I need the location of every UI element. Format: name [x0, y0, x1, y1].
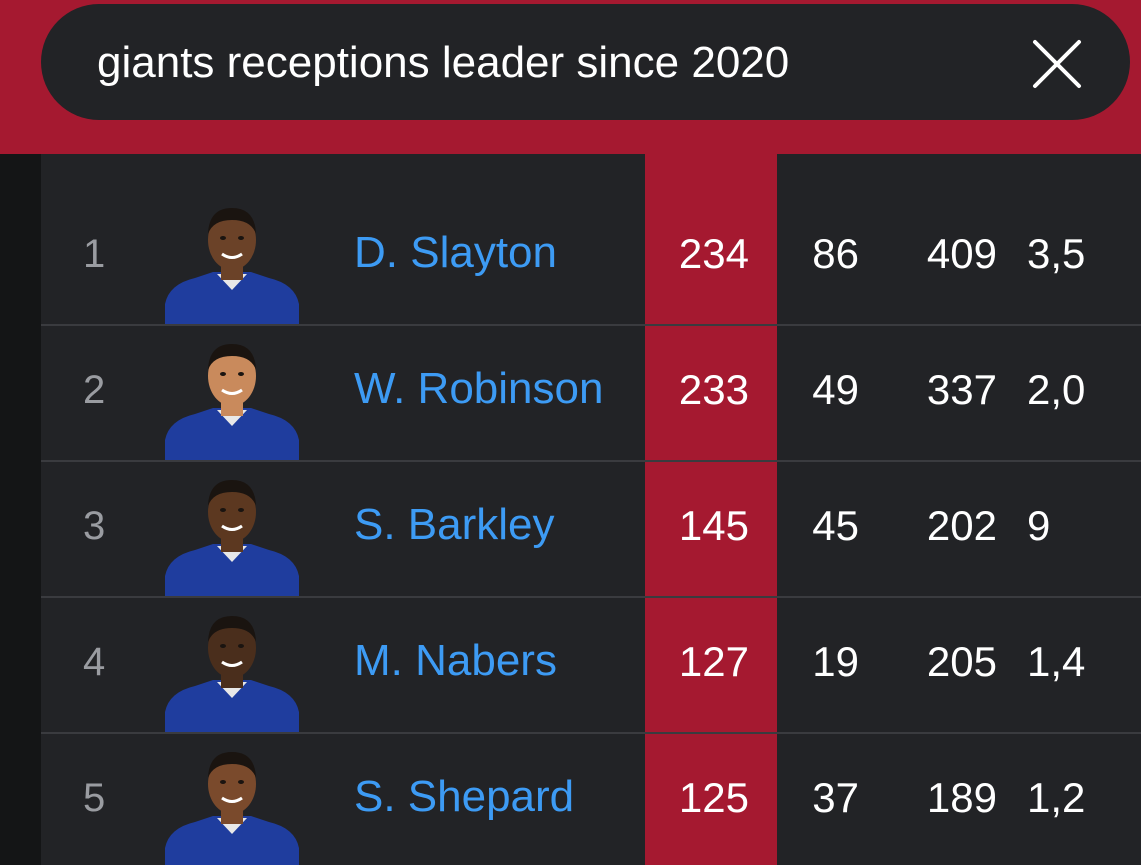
player-avatar[interactable] [165, 748, 299, 865]
rec-value: 145 [678, 502, 749, 549]
tar-value: 189 [926, 774, 997, 821]
rec-value: 127 [678, 638, 749, 685]
rec-value: 234 [678, 230, 749, 277]
player-avatar[interactable] [165, 340, 299, 462]
rank: 4 [83, 640, 106, 684]
player-avatar[interactable] [165, 476, 299, 598]
rec-value: 125 [678, 774, 749, 821]
table-row[interactable]: 2 W. Robinson 233 49 337 2,0 [41, 326, 1141, 462]
rank: 3 [83, 504, 106, 548]
table-row[interactable]: 1 D. Slayton 234 86 409 3,5 [41, 190, 1141, 326]
yds-value: 1,2 [1027, 774, 1086, 821]
player-name-link[interactable]: W. Robinson [354, 364, 604, 413]
gp-value: 49 [812, 366, 859, 413]
player-name-link[interactable]: D. Slayton [354, 228, 557, 277]
row-divider [41, 460, 1141, 462]
search-input[interactable]: giants receptions leader since 2020 [97, 38, 790, 87]
table-row[interactable]: 3 S. Barkley 145 45 202 9 [41, 462, 1141, 598]
search-bar[interactable]: giants receptions leader since 2020 [41, 4, 1130, 120]
yds-value: 2,0 [1027, 366, 1086, 413]
tar-value: 202 [926, 502, 997, 549]
player-name-link[interactable]: M. Nabers [354, 636, 557, 685]
player-name-link[interactable]: S. Shepard [354, 772, 575, 821]
tar-value: 337 [926, 366, 997, 413]
search-header: giants receptions leader since 2020 [0, 0, 1141, 154]
close-icon[interactable] [1031, 38, 1083, 90]
row-divider [41, 324, 1141, 326]
rec-value: 233 [678, 366, 749, 413]
yds-value: 9 [1027, 502, 1051, 549]
gp-value: 86 [812, 230, 859, 277]
tar-value: 409 [926, 230, 997, 277]
row-divider [41, 596, 1141, 598]
rank: 1 [83, 232, 106, 276]
yds-value: 3,5 [1027, 230, 1086, 277]
rank: 2 [83, 368, 106, 412]
table-row[interactable]: 5 S. Shepard 125 37 189 1,2 [41, 734, 1141, 865]
row-divider [41, 732, 1141, 734]
tar-value: 205 [926, 638, 997, 685]
player-avatar[interactable] [165, 612, 299, 734]
table-row[interactable]: 4 M. Nabers 127 19 205 1,4 [41, 598, 1141, 734]
yds-value: 1,4 [1027, 638, 1086, 685]
gp-value: 37 [812, 774, 859, 821]
gp-value: 19 [812, 638, 859, 685]
player-avatar[interactable] [165, 204, 299, 326]
rank: 5 [83, 776, 106, 820]
gp-value: 45 [812, 502, 859, 549]
player-name-link[interactable]: S. Barkley [354, 500, 555, 549]
